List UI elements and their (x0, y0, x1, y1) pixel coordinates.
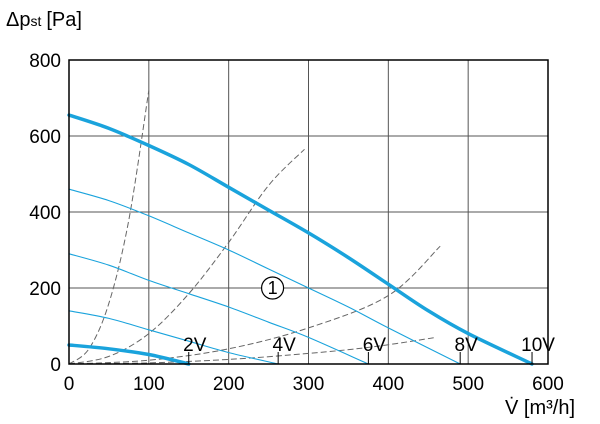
curve-label-10v: 10V (521, 335, 555, 356)
system-curve (68, 90, 150, 365)
curve-labels: 2V 4V 6V 8V 10V (183, 335, 555, 364)
y-axis-title-sub: st (30, 13, 41, 29)
x-ticks: 0 100 200 300 400 500 600 (64, 374, 564, 395)
y-axis-title-main: Δp (6, 9, 30, 31)
system-curve (68, 336, 437, 365)
annotation-text: 1 (268, 278, 278, 298)
x-axis-title: V̇ [m³/h] (505, 397, 575, 419)
grid (68, 59, 549, 365)
fan-curve-4v (68, 310, 279, 365)
x-tick-label: 500 (452, 374, 484, 395)
system-curve (68, 148, 305, 365)
x-tick-label: 200 (213, 374, 245, 395)
y-ticks: 0 200 400 600 800 (29, 51, 61, 376)
y-axis-title-unit: [Pa] (46, 9, 82, 31)
plot-frame (68, 59, 549, 365)
y-tick-label: 400 (29, 203, 61, 224)
fan-curve-8v (68, 188, 461, 365)
y-tick-label: 200 (29, 279, 61, 300)
system-curve (68, 245, 441, 365)
y-tick-label: 600 (29, 127, 61, 148)
system-curves (68, 90, 441, 365)
fan-curve-6v (68, 253, 369, 365)
circle-annotation: 1 (260, 276, 285, 300)
y-tick-label: 800 (29, 51, 61, 72)
x-tick-label: 600 (532, 374, 564, 395)
fan-curve-10v (67, 113, 534, 366)
curve-label-6v: 6V (363, 335, 387, 356)
x-tick-label: 300 (293, 374, 325, 395)
curve-label-8v: 8V (455, 335, 479, 356)
curve-label-2v: 2V (183, 335, 207, 356)
y-tick-label: 0 (50, 355, 61, 376)
x-tick-label: 400 (372, 374, 404, 395)
x-tick-label: 0 (64, 374, 75, 395)
fan-curves (67, 113, 534, 366)
curve-label-4v: 4V (273, 335, 297, 356)
x-tick-label: 100 (133, 374, 165, 395)
y-axis-title: Δpst [Pa] (6, 9, 82, 31)
annotation-circle (260, 276, 285, 300)
fan-curve-2v (67, 343, 191, 366)
